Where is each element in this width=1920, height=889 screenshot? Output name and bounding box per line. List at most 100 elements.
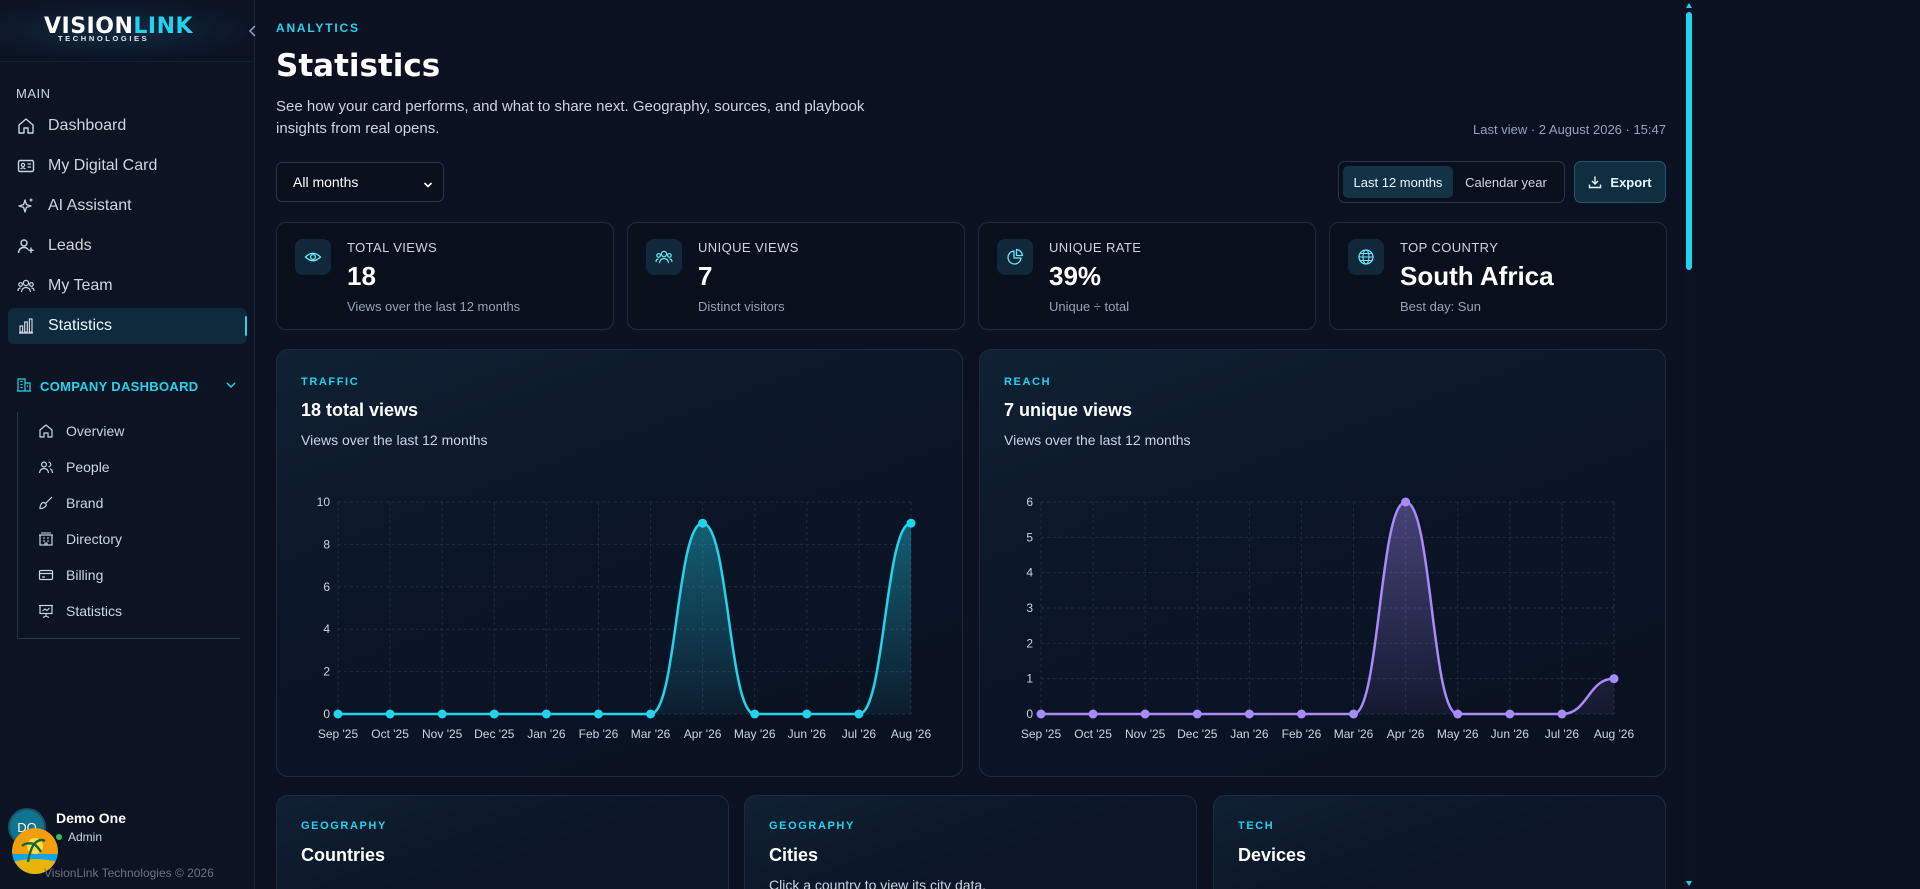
company-item-overview[interactable]: Overview [38,420,124,442]
company-item-label: Overview [66,423,125,439]
data-point [1192,709,1202,719]
sidebar-item-dashboard[interactable]: Dashboard [8,108,247,144]
reach-chart[interactable]: 0 1 2 3 4 5 6 Sep '25 Oct '25 Nov '25 Dec '25 Jan '… [980,350,1667,778]
company-item-directory[interactable]: Directory [38,528,122,550]
home-icon [38,423,54,439]
x-tick-label: Jul '26 [1545,727,1580,741]
chart-title: 7 unique views [1004,400,1133,420]
data-point [593,709,603,719]
collapse-sidebar-icon[interactable] [246,22,260,40]
data-point [489,709,499,719]
x-tick-label: Jan '26 [527,727,566,741]
page-description: See how your card performs, and what to … [276,98,865,137]
sidebar: VISIONLINK TECHNOLOGIES MAIN Dashboard M… [0,0,256,889]
month-filter-select[interactable]: All months [276,162,444,202]
range-toggle: Last 12 months Calendar year [1338,161,1565,203]
card-title: Cities [769,845,819,865]
traffic-chart-card: TRAFFIC 18 total views Views over the la… [276,349,963,777]
sidebar-item-statistics[interactable]: Statistics [8,308,247,344]
credit-card-icon [38,567,54,583]
company-item-billing[interactable]: Billing [38,564,103,586]
card-title: Countries [301,845,386,865]
company-item-label: Statistics [66,603,123,619]
user-plus-icon [17,237,35,255]
sidebar-item-leads[interactable]: Leads [8,228,247,264]
sidebar-item-label: My Digital Card [48,157,158,174]
user-profile[interactable]: DO Demo One Admin [8,808,248,878]
x-tick-label: Dec '25 [474,727,515,741]
scroll-up-arrow[interactable] [1686,3,1692,8]
data-point [1140,709,1150,719]
data-point [541,709,551,719]
sidebar-item-ai-assistant[interactable]: AI Assistant [8,188,247,224]
y-tick-label: 2 [1026,636,1033,650]
x-tick-label: Aug '26 [1594,727,1635,741]
company-item-label: People [66,459,110,475]
avatar-photo [12,828,58,874]
traffic-chart[interactable]: 0 2 4 6 8 10 Sep '25 Oct '25 Nov '25 Dec '25 Jan '… [277,350,964,778]
eye-icon [295,239,331,275]
download-icon [1588,175,1602,189]
y-tick-label: 8 [323,537,330,551]
user-role: Admin [56,830,102,844]
data-point [802,709,812,719]
empty-area [1694,0,1920,889]
card-eyebrow: TECH [1238,820,1275,832]
data-point [1557,709,1567,719]
company-item-people[interactable]: People [38,456,110,478]
x-tick-label: Sep '25 [318,727,359,741]
data-point [1088,709,1098,719]
company-item-label: Billing [66,567,104,583]
page-scrollbar[interactable] [1684,0,1694,889]
stat-subtext: Distinct visitors [698,299,785,314]
x-tick-label: Jun '26 [788,727,827,741]
company-item-brand[interactable]: Brand [38,492,103,514]
building-icon [38,531,54,547]
user-name: Demo One [56,810,127,826]
series-area [338,523,911,714]
x-tick-label: Feb '26 [579,727,619,741]
x-tick-label: Mar '26 [631,727,671,741]
chart-eyebrow: TRAFFIC [301,376,360,388]
data-point [750,709,760,719]
series-line [338,521,912,716]
x-tick-label: Apr '26 [684,727,722,741]
x-tick-label: Aug '26 [891,727,932,741]
company-dashboard-toggle[interactable]: COMPANY DASHBOARD [16,376,238,396]
data-point [1244,709,1254,719]
stat-subtext: Views over the last 12 months [347,299,521,314]
sidebar-item-label: AI Assistant [48,197,132,214]
users-icon [38,459,54,475]
x-tick-label: Nov '25 [1125,727,1166,741]
y-tick-label: 10 [317,495,331,509]
export-button[interactable]: Export [1574,161,1666,203]
card-subtitle: Click a country to view its city data. [769,877,987,889]
page-title: Statistics [276,48,441,84]
company-submenu: Overview People Brand Directory Billing … [17,412,240,639]
brand-logo[interactable]: VISIONLINK [44,16,193,38]
y-tick-label: 0 [1026,707,1033,721]
sidebar-item-my-digital-card[interactable]: My Digital Card [8,148,247,184]
y-tick-label: 2 [323,665,330,679]
y-tick-label: 5 [1026,530,1033,544]
x-tick-label: Oct '25 [1074,727,1112,741]
range-calendar-year[interactable]: Calendar year [1465,174,1547,190]
data-point [698,518,708,528]
x-tick-label: Nov '25 [422,727,463,741]
sidebar-item-my-team[interactable]: My Team [8,268,247,304]
sidebar-item-label: Statistics [48,317,113,334]
reach-chart-card: REACH 7 unique views Views over the last… [979,349,1666,777]
x-tick-label: Feb '26 [1282,727,1322,741]
scroll-down-arrow[interactable] [1686,881,1692,886]
scrollbar-thumb[interactable] [1686,12,1692,270]
company-item-statistics[interactable]: Statistics [38,600,122,622]
y-tick-label: 4 [323,622,330,636]
brand-name-a: VISION [44,14,134,39]
users-icon [646,239,682,275]
x-tick-label: Jul '26 [842,727,877,741]
data-point [1453,709,1463,719]
last-view-timestamp: Last view · 2 August 2026 · 15:47 [1473,122,1666,137]
data-point [385,709,395,719]
stat-label: TOTAL VIEWS [347,240,438,255]
range-last-12-months[interactable]: Last 12 months [1343,166,1453,198]
